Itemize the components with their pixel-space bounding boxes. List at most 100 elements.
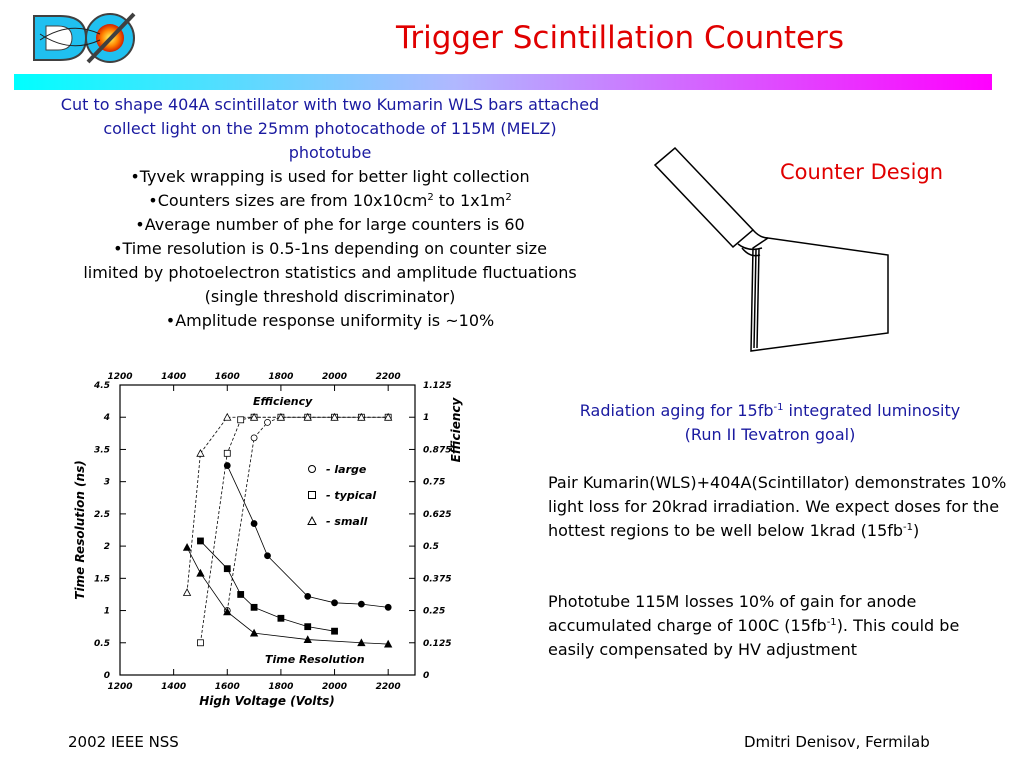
resolution-point-typical (331, 627, 338, 635)
efficiency-point-small (182, 588, 192, 596)
resolution-point-typical (223, 565, 231, 573)
y2-tick-label: 0.875 (423, 445, 451, 455)
y2-tick-label: 0.5 (423, 542, 439, 552)
resolution-point-small (223, 607, 232, 616)
y2-tick-label: 0 (423, 671, 429, 681)
efficiency-point-small (249, 412, 259, 421)
y-tick-label: 2.5 (94, 510, 110, 520)
x-tick-label: 1800 (268, 682, 293, 692)
efficiency-resolution-chart: 1200 1400 1600 1800 2000 2200 1200 1400 1600 180… (73, 372, 463, 708)
resolution-point-typical (197, 537, 204, 545)
x-tick-label-top: 1400 (161, 372, 186, 382)
resolution-point-small (249, 628, 259, 637)
bullet-time-resolution: •Time resolution is 0.5-1ns depending on… (113, 239, 547, 258)
resolution-point-large (331, 599, 338, 607)
counter-design-drawing (653, 146, 889, 352)
x-tick-label-top: 2200 (376, 372, 401, 382)
y-tick-label: 0 (104, 671, 110, 681)
resolution-point-typical (277, 614, 285, 622)
efficiency-point-typical (223, 449, 231, 457)
efficiency-point-typical (237, 416, 245, 424)
x-axis-label: High Voltage (Volts) (199, 694, 335, 708)
resolution-point-large (264, 552, 271, 560)
resolution-point-large (357, 600, 365, 608)
bullet-time-resolution-cont: (single threshold discriminator) (204, 287, 456, 306)
x-tick-label-top: 1800 (268, 372, 293, 382)
efficiency-line-large (226, 416, 389, 611)
x-tick-label-top: 1600 (215, 372, 240, 382)
y2-tick-label: 1 (423, 413, 429, 423)
efficiency-point-small (276, 412, 286, 421)
bullet-phe: •Average number of phe for large counter… (135, 215, 525, 234)
intro-line: phototube (288, 143, 372, 162)
y-tick-label: 3 (104, 478, 110, 488)
y-tick-label: 3.5 (94, 445, 110, 455)
efficiency-point-small (330, 412, 339, 421)
x-tick-label-top: 2000 (322, 372, 347, 382)
efficiency-line-small (186, 416, 389, 593)
efficiency-point-small (196, 448, 205, 457)
legend-marker-circle (308, 465, 316, 473)
y-tick-label: 2 (104, 542, 110, 552)
efficiency-point-small (303, 412, 312, 421)
resolution-annotation: Time Resolution (265, 653, 365, 666)
resolution-point-large (250, 520, 258, 527)
efficiency-point-typical (197, 639, 204, 647)
y2-tick-label: 0.625 (423, 510, 451, 520)
resolution-point-large (223, 462, 231, 469)
y-tick-label: 1.5 (94, 574, 110, 584)
resolution-point-typical (250, 603, 258, 611)
y-tick-label: 4.5 (93, 381, 110, 391)
y2-tick-label: 0.125 (423, 639, 451, 649)
resolution-point-small (303, 635, 312, 643)
bullet-tyvek: •Tyvek wrapping is used for better light… (130, 167, 530, 186)
y2-tick-label: 0.375 (423, 574, 451, 584)
resolution-line-small (186, 547, 389, 645)
bullet-time-resolution-cont: limited by photoelectron statistics and … (83, 263, 577, 282)
intro-line: collect light on the 25mm photocathode o… (103, 119, 557, 138)
x-tick-label: 1600 (215, 682, 240, 692)
x-tick-label-top: 1200 (107, 372, 132, 382)
paragraph-phototube-gain: Phototube 115M losses 10% of gain for an… (548, 592, 960, 659)
counter-design-label: Counter Design (780, 160, 944, 184)
header-gradient-bar (14, 74, 992, 90)
efficiency-point-small (357, 412, 366, 421)
y2-tick-label: 0.25 (423, 607, 445, 617)
legend-marker-square (308, 491, 316, 499)
footer-conference: 2002 IEEE NSS (68, 733, 179, 751)
x-tick-label: 2000 (322, 682, 347, 692)
bullet-uniformity: •Amplitude response uniformity is ~10% (165, 311, 495, 330)
resolution-point-large (384, 603, 392, 611)
resolution-point-small (182, 543, 192, 551)
bullet-sizes: •Counters sizes are from 10x10cm2 to 1x1… (148, 191, 512, 210)
y2-axis-label: Efficiency (449, 396, 463, 462)
resolution-point-large (304, 592, 312, 600)
y-tick-label: 1 (104, 607, 110, 617)
footer-author: Dmitri Denisov, Fermilab (744, 733, 930, 751)
y2-tick-label: 0.75 (423, 478, 445, 488)
x-tick-label: 1200 (107, 682, 132, 692)
intro-text: Cut to shape 404A scintillator with two … (0, 93, 660, 333)
resolution-point-small (357, 638, 366, 647)
legend-label: - small (326, 515, 368, 528)
intro-line: Cut to shape 404A scintillator with two … (60, 95, 600, 114)
legend-marker-triangle (307, 515, 317, 525)
legend-label: - large (326, 463, 367, 476)
efficiency-point-large (250, 434, 258, 442)
resolution-point-small (384, 639, 393, 648)
resolution-line-large (226, 465, 389, 608)
y2-tick-label: 1.125 (423, 381, 451, 391)
y-tick-label: 0.5 (94, 639, 110, 649)
y-axis-label: Time Resolution (ns) (73, 460, 87, 599)
page-title: Trigger Scintillation Counters (395, 20, 844, 56)
resolution-point-small (196, 568, 205, 577)
y-tick-label: 4 (103, 413, 110, 423)
efficiency-point-small (223, 412, 232, 421)
plot-frame (119, 384, 416, 676)
radiation-aging-heading: Radiation aging for 15fb-1 integrated lu… (579, 401, 961, 444)
x-tick-label: 2200 (376, 682, 401, 692)
resolution-point-typical (304, 623, 312, 631)
x-tick-label: 1400 (161, 682, 186, 692)
efficiency-point-small (384, 412, 393, 421)
efficiency-point-large (264, 418, 271, 426)
